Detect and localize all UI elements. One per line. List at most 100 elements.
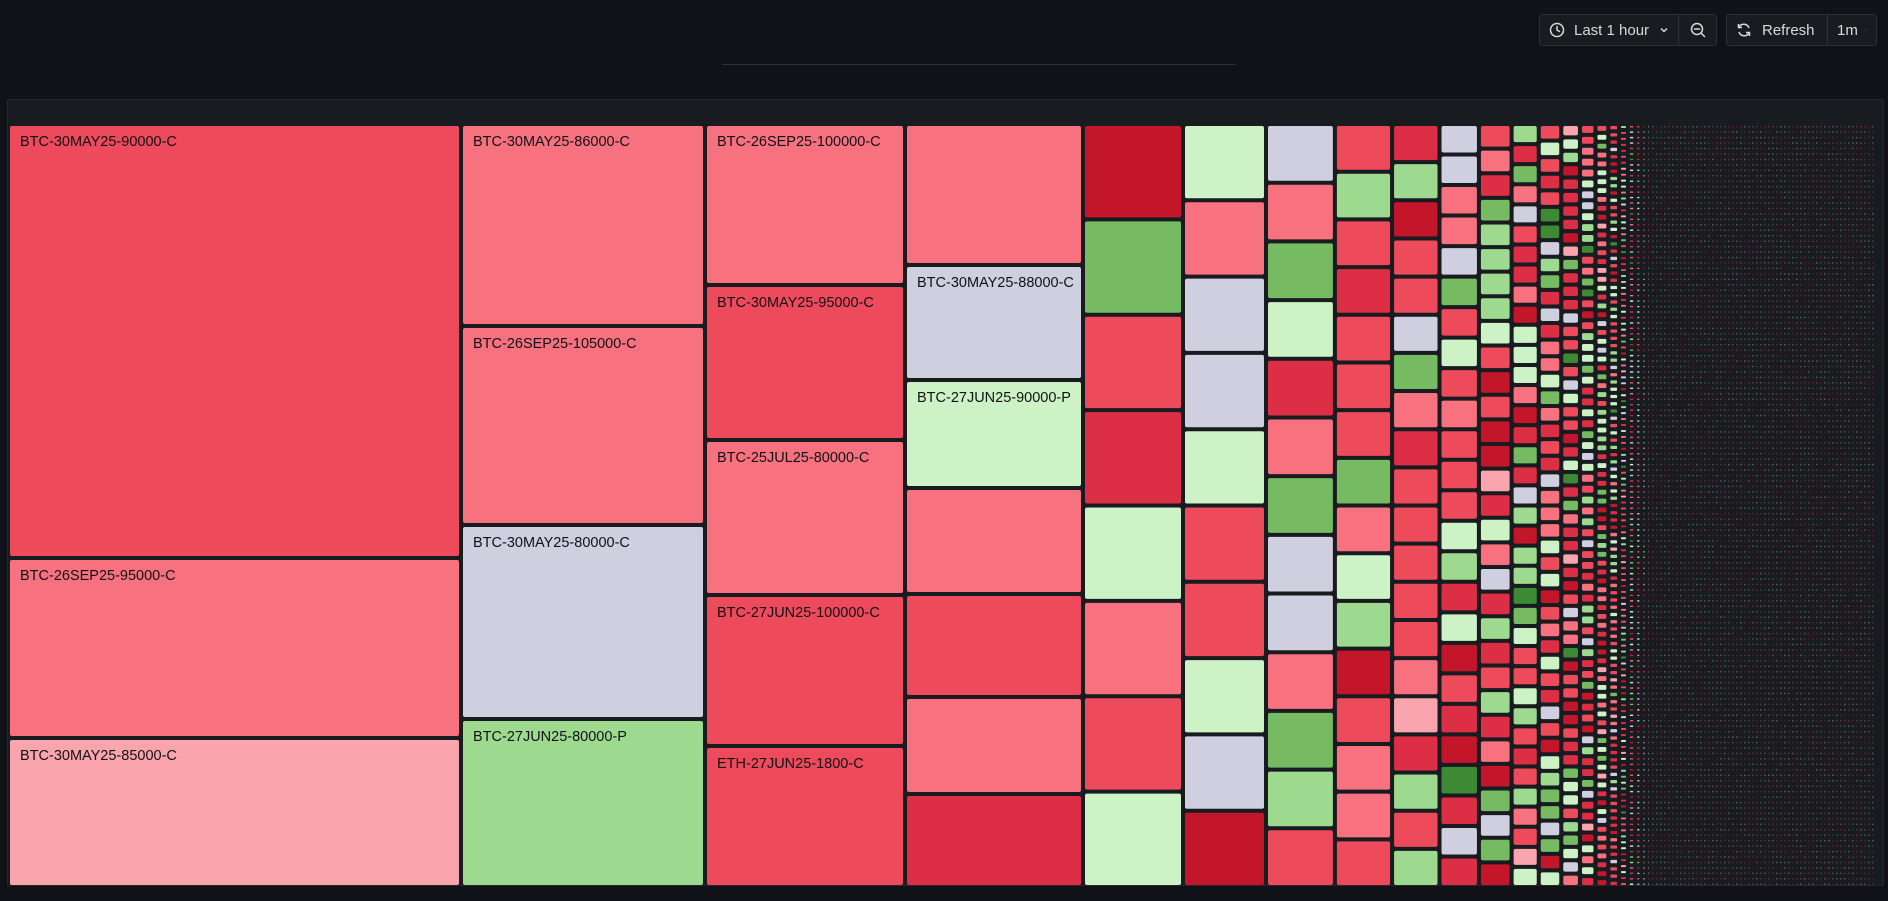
treemap-cell[interactable] bbox=[1664, 322, 1666, 324]
treemap-cell[interactable] bbox=[1680, 185, 1682, 188]
treemap-cell[interactable] bbox=[1688, 305, 1690, 308]
treemap-cell[interactable] bbox=[1540, 358, 1560, 371]
treemap-cell[interactable] bbox=[1708, 414, 1710, 417]
treemap-cell[interactable] bbox=[1563, 755, 1578, 765]
treemap-cell[interactable] bbox=[1643, 207, 1645, 210]
treemap-cell[interactable] bbox=[1597, 560, 1607, 566]
treemap-cell[interactable] bbox=[1668, 229, 1670, 231]
treemap-cell[interactable] bbox=[1712, 649, 1714, 651]
treemap-cell[interactable] bbox=[1708, 491, 1710, 493]
treemap-cell[interactable] bbox=[1728, 213, 1730, 215]
treemap-cell[interactable] bbox=[1581, 267, 1594, 275]
treemap-cell[interactable] bbox=[1728, 442, 1730, 444]
treemap-cell[interactable] bbox=[1736, 425, 1738, 428]
treemap-cell[interactable] bbox=[1652, 807, 1654, 809]
treemap-cell[interactable] bbox=[1708, 845, 1710, 847]
treemap-cell[interactable] bbox=[1513, 828, 1537, 845]
treemap-cell[interactable] bbox=[1720, 142, 1722, 144]
treemap-cell[interactable] bbox=[1756, 540, 1758, 542]
treemap-cell[interactable] bbox=[1621, 549, 1626, 552]
treemap-cell[interactable] bbox=[1656, 496, 1658, 499]
treemap-cell[interactable] bbox=[1748, 780, 1750, 782]
treemap-cell[interactable] bbox=[1708, 507, 1710, 509]
treemap-cell[interactable] bbox=[1712, 600, 1714, 602]
treemap-cell[interactable] bbox=[1736, 322, 1738, 324]
treemap-cell[interactable] bbox=[1740, 371, 1742, 373]
treemap-cell[interactable] bbox=[1740, 420, 1742, 422]
treemap-cell[interactable] bbox=[1597, 205, 1607, 211]
treemap-cell[interactable] bbox=[1748, 414, 1750, 417]
treemap-cell[interactable] bbox=[1736, 164, 1738, 166]
treemap-cell[interactable] bbox=[1648, 327, 1649, 330]
treemap-cell[interactable] bbox=[1744, 883, 1746, 885]
treemap-cell[interactable] bbox=[1696, 393, 1698, 395]
treemap-cell[interactable] bbox=[1712, 458, 1714, 460]
treemap-cell[interactable] bbox=[1728, 681, 1730, 684]
treemap-cell[interactable] bbox=[1664, 284, 1666, 286]
treemap-cell[interactable] bbox=[1752, 442, 1754, 444]
treemap-cell[interactable] bbox=[1664, 512, 1666, 515]
treemap-cell[interactable] bbox=[1648, 136, 1649, 139]
treemap-cell[interactable] bbox=[1736, 551, 1738, 553]
treemap-cell[interactable] bbox=[1704, 218, 1706, 221]
treemap-cell[interactable] bbox=[1688, 578, 1690, 580]
treemap-cell[interactable] bbox=[1637, 229, 1640, 231]
treemap-cell[interactable] bbox=[1688, 278, 1690, 281]
treemap-cell[interactable] bbox=[1716, 256, 1718, 259]
treemap-cell[interactable] bbox=[1744, 474, 1746, 477]
treemap-cell[interactable] bbox=[1610, 227, 1618, 231]
treemap-cell[interactable] bbox=[1581, 136, 1594, 144]
treemap-cell[interactable] bbox=[1664, 534, 1666, 537]
treemap-cell[interactable] bbox=[1597, 152, 1607, 158]
treemap-cell[interactable] bbox=[1736, 458, 1738, 460]
treemap-cell[interactable] bbox=[1652, 289, 1654, 291]
treemap-cell[interactable] bbox=[1668, 534, 1670, 537]
treemap-cell[interactable] bbox=[1664, 872, 1666, 875]
treemap-cell[interactable] bbox=[1676, 267, 1678, 270]
treemap-cell[interactable] bbox=[1637, 600, 1640, 602]
treemap-cell[interactable] bbox=[1637, 616, 1640, 618]
treemap-cell[interactable] bbox=[1708, 469, 1710, 471]
treemap-cell[interactable] bbox=[1752, 556, 1754, 558]
treemap-cell[interactable] bbox=[1581, 562, 1594, 569]
treemap-cell[interactable] bbox=[1672, 191, 1674, 193]
treemap-cell[interactable] bbox=[1597, 596, 1607, 602]
treemap-cell[interactable] bbox=[1736, 491, 1738, 493]
treemap-cell[interactable] bbox=[1696, 801, 1698, 804]
treemap-cell[interactable] bbox=[1513, 788, 1537, 805]
treemap-cell[interactable] bbox=[1652, 529, 1654, 531]
treemap-cell[interactable] bbox=[1563, 420, 1578, 430]
treemap-cell[interactable] bbox=[1676, 453, 1678, 455]
treemap-cell[interactable] bbox=[1708, 654, 1710, 657]
treemap-cell[interactable] bbox=[1610, 729, 1618, 733]
treemap-cell[interactable] bbox=[1621, 424, 1626, 427]
treemap-cell[interactable] bbox=[1748, 474, 1750, 477]
treemap-cell[interactable] bbox=[1756, 556, 1758, 558]
treemap-cell[interactable] bbox=[1704, 278, 1706, 281]
treemap-cell[interactable] bbox=[1563, 848, 1578, 859]
treemap-cell[interactable] bbox=[1692, 284, 1694, 286]
treemap-cell[interactable] bbox=[1664, 671, 1666, 673]
treemap-cell[interactable] bbox=[1696, 153, 1698, 155]
treemap-cell[interactable] bbox=[1676, 540, 1678, 542]
treemap-cell[interactable] bbox=[1716, 131, 1718, 133]
treemap-cell[interactable] bbox=[1692, 665, 1694, 667]
treemap-cell[interactable] bbox=[1676, 360, 1678, 362]
treemap-cell[interactable] bbox=[1716, 502, 1718, 504]
treemap-cell[interactable] bbox=[1704, 730, 1706, 733]
treemap-cell[interactable] bbox=[1744, 371, 1746, 373]
treemap-cell[interactable] bbox=[1736, 632, 1738, 635]
treemap-cell[interactable] bbox=[1629, 158, 1634, 161]
treemap-cell[interactable] bbox=[1676, 796, 1678, 798]
treemap-cell[interactable] bbox=[1668, 273, 1670, 275]
treemap-cell[interactable] bbox=[1652, 164, 1654, 166]
treemap-cell[interactable] bbox=[1688, 338, 1690, 340]
treemap-cell[interactable] bbox=[1728, 229, 1730, 231]
treemap-cell[interactable] bbox=[1581, 365, 1594, 373]
treemap-cell[interactable] bbox=[1643, 398, 1645, 400]
treemap-cell[interactable] bbox=[1581, 158, 1594, 166]
treemap-cell[interactable] bbox=[463, 328, 703, 523]
treemap-cell[interactable] bbox=[1637, 720, 1640, 722]
treemap-cell[interactable] bbox=[1732, 611, 1734, 613]
treemap-cell[interactable] bbox=[1680, 300, 1682, 302]
